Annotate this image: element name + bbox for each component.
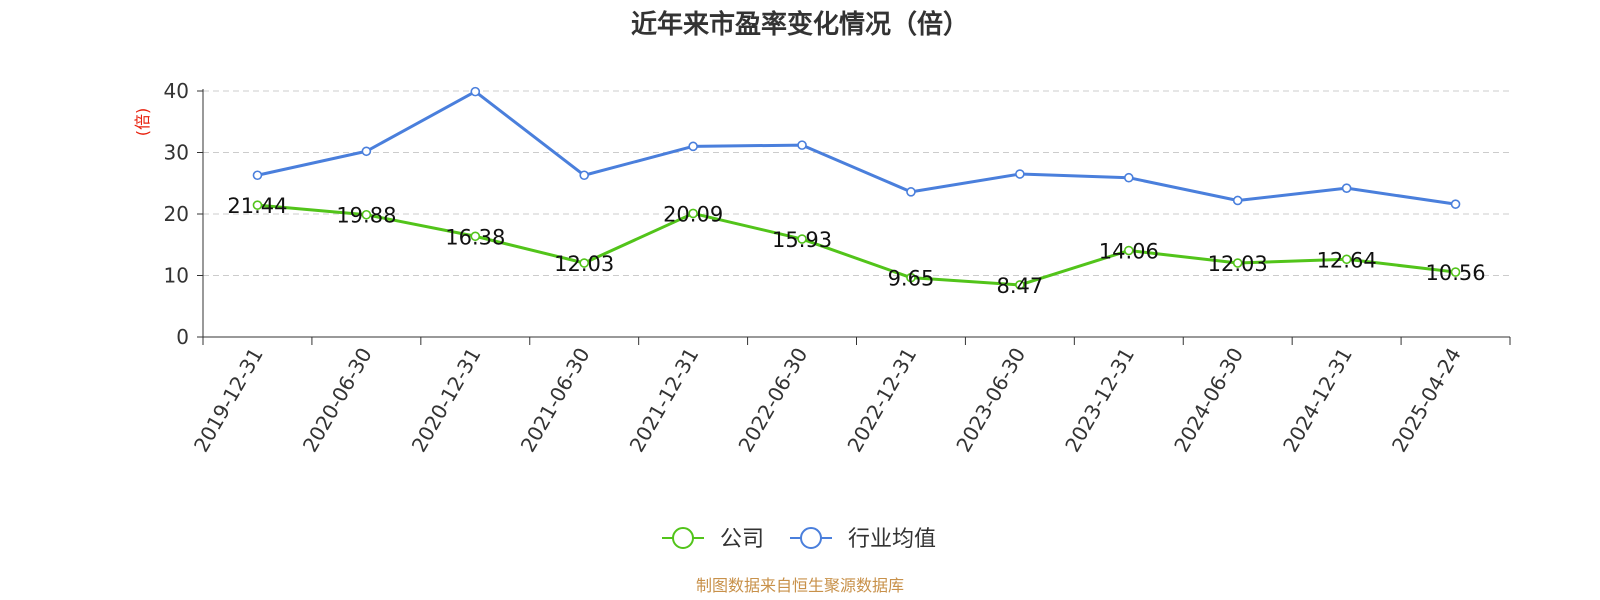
data-point[interactable] xyxy=(252,170,263,181)
data-point[interactable] xyxy=(1015,169,1025,179)
series-lines xyxy=(252,86,1461,290)
data-point[interactable] xyxy=(797,140,807,150)
data-point[interactable] xyxy=(361,146,372,157)
data-label: 19.88 xyxy=(336,204,396,228)
data-labels: 21.44 19.88 16.38 12.03 20.09 15.93 9.65 8.47 14… xyxy=(227,194,1485,298)
data-point[interactable] xyxy=(1232,258,1243,268)
data-point[interactable] xyxy=(1450,199,1461,209)
data-label: 10.56 xyxy=(1425,261,1485,285)
x-tick-label: 2024-12-31 xyxy=(1278,344,1357,457)
legend-label: 公司 xyxy=(720,527,764,552)
data-point[interactable] xyxy=(906,187,916,197)
data-label: 20.09 xyxy=(663,202,723,226)
y-tick-label: 40 xyxy=(164,79,189,103)
x-tick-label: 2019-12-31 xyxy=(189,344,268,457)
y-tick-labels: 0 10 20 30 40 xyxy=(164,79,189,349)
data-point[interactable] xyxy=(252,200,263,210)
y-tick-label: 10 xyxy=(164,264,189,288)
data-point[interactable] xyxy=(579,170,590,181)
y-axis-unit-label: (倍) xyxy=(133,108,152,137)
data-point[interactable] xyxy=(906,272,916,283)
x-tick-label: 2022-12-31 xyxy=(842,343,921,456)
y-tick-label: 0 xyxy=(176,325,189,349)
data-label: 21.44 xyxy=(227,194,287,218)
legend-item-industry-average[interactable]: 行业均值 xyxy=(790,527,936,552)
data-label: 12.64 xyxy=(1317,248,1377,272)
grid-lines xyxy=(203,90,1510,276)
series-line-company xyxy=(257,203,1456,287)
data-label: 16.38 xyxy=(445,225,505,249)
data-point[interactable] xyxy=(1341,183,1352,193)
x-tick-label: 2023-06-30 xyxy=(951,344,1030,457)
data-point[interactable] xyxy=(1123,245,1134,256)
data-label: 14.06 xyxy=(1099,240,1159,264)
y-tick-label: 30 xyxy=(164,141,189,165)
data-label: 9.65 xyxy=(888,267,935,291)
data-point[interactable] xyxy=(1341,254,1352,265)
chart-title: 近年来市盈率变化情况（倍） xyxy=(631,9,969,40)
y-tick-label: 20 xyxy=(164,202,189,226)
axes xyxy=(197,89,1511,345)
data-point[interactable] xyxy=(470,231,481,242)
x-tick-label: 2020-06-30 xyxy=(298,344,377,457)
data-point[interactable] xyxy=(1123,172,1134,183)
legend[interactable]: 公司 行业均值 xyxy=(662,527,936,552)
data-point[interactable] xyxy=(1015,280,1025,290)
data-point[interactable] xyxy=(797,234,807,244)
legend-marker xyxy=(672,527,694,549)
data-point[interactable] xyxy=(470,86,481,97)
data-point[interactable] xyxy=(361,209,372,220)
legend-item-company[interactable]: 公司 xyxy=(662,527,764,552)
data-label: 12.03 xyxy=(554,252,614,276)
x-tick-label: 2024-06-30 xyxy=(1169,344,1248,457)
legend-marker xyxy=(800,527,822,549)
x-tick-label: 2021-06-30 xyxy=(516,344,595,457)
legend-label: 行业均值 xyxy=(848,527,936,552)
data-label: 8.47 xyxy=(996,274,1043,298)
x-tick-label: 2021-12-31 xyxy=(625,344,704,457)
x-tick-label: 2020-12-31 xyxy=(407,343,486,456)
data-label: 15.93 xyxy=(772,228,832,252)
x-tick-label: 2022-06-30 xyxy=(733,344,812,457)
x-tick-labels: 2019-12-31 2020-06-30 2020-12-31 2021-06-30… xyxy=(189,343,1466,456)
data-point[interactable] xyxy=(688,141,698,152)
data-point[interactable] xyxy=(1450,267,1461,277)
x-tick-label: 2025-04-24 xyxy=(1387,344,1466,457)
data-label: 12.03 xyxy=(1208,252,1268,276)
data-point[interactable] xyxy=(579,258,590,268)
source-note: 制图数据来自恒生聚源数据库 xyxy=(696,576,904,595)
data-point[interactable] xyxy=(1232,195,1243,206)
data-point[interactable] xyxy=(688,208,698,219)
series-line-industry-average xyxy=(257,90,1456,206)
x-tick-label: 2023-12-31 xyxy=(1060,344,1139,457)
